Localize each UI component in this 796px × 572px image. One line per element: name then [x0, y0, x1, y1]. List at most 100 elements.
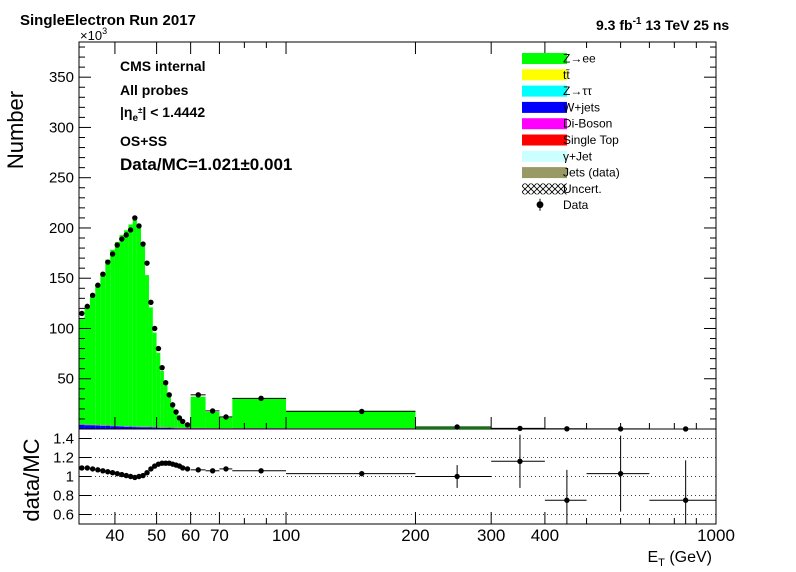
- legend-label-tt-: tt̄: [563, 68, 570, 82]
- x-axis-label: ET (GeV): [647, 549, 712, 569]
- main-y-axis-label: Number: [3, 91, 28, 169]
- data-point: [95, 282, 101, 288]
- bar-di-boson: [163, 427, 168, 428]
- main-x-ticks: [114, 42, 717, 429]
- legend-swatch--jet: [522, 150, 567, 162]
- ratio-point: [564, 497, 570, 503]
- data-point: [184, 422, 191, 428]
- data-point: [258, 395, 264, 402]
- cms-label: CMS internal: [120, 58, 206, 74]
- legend-swatch-z-: [522, 85, 567, 97]
- data-point: [173, 409, 179, 415]
- x-tick-label: 40: [105, 526, 124, 545]
- data-point: [454, 424, 460, 430]
- bar-w-jets: [95, 425, 101, 429]
- bar-z-ee: [148, 307, 153, 427]
- ratio-panel: 0.6 0.8 1 1.2 1.4 40 50 60 70 100 200 300 400 1000 d…: [19, 428, 735, 569]
- eta-symbol: |η: [120, 104, 132, 120]
- bar-di-boson: [119, 426, 125, 427]
- legend-label--jet: γ+Jet: [563, 149, 593, 163]
- bar-di-boson: [286, 428, 416, 429]
- bar-di-boson: [132, 426, 137, 428]
- bar-di-boson: [219, 428, 233, 429]
- ratio-point: [105, 469, 111, 475]
- bar-di-boson: [114, 425, 120, 427]
- ratio-y-axis: 0.6 0.8 1 1.2 1.4: [53, 431, 91, 524]
- bar-w-jets: [124, 426, 129, 429]
- x-tick-label: 300: [477, 526, 505, 545]
- legend-swatch-uncert: [522, 183, 567, 195]
- svg-text:9.3 fb-1 13 TeV 25 ns: 9.3 fb-1 13 TeV 25 ns: [596, 16, 729, 33]
- ratio-point: [223, 466, 229, 472]
- y-tick-label: 200: [49, 220, 74, 237]
- data-point: [79, 310, 85, 317]
- bar-di-boson: [190, 427, 206, 429]
- legend-swatch-jets-data-: [522, 167, 567, 179]
- ratio-point: [119, 471, 125, 478]
- bar-di-boson: [89, 424, 96, 426]
- bar-w-jets: [114, 426, 120, 429]
- data-point: [119, 236, 125, 242]
- data-point: [359, 408, 365, 415]
- bar-z-ee: [190, 396, 206, 428]
- ratio-point: [195, 467, 201, 473]
- ratio-y-tick-label: 1: [66, 469, 74, 486]
- data-point: [84, 303, 91, 310]
- x-axis: 40 50 60 70 100 200 300 400 1000: [105, 512, 735, 545]
- bar-z-ee: [105, 259, 111, 426]
- data-point: [195, 392, 201, 398]
- bar-z-ee: [232, 398, 287, 429]
- bar-di-boson: [181, 427, 185, 429]
- bar-z-ee: [415, 426, 492, 429]
- x-tick-label: 200: [401, 526, 429, 545]
- main-frame: [78, 41, 717, 430]
- ratio-points: [79, 434, 716, 524]
- eta-cut-label: |ηe±| < 1.4442: [120, 104, 205, 124]
- ratio-point: [84, 465, 91, 471]
- energy-label: 13 TeV 25 ns: [641, 17, 729, 33]
- legend-swatch-single-top: [522, 134, 567, 146]
- y-tick-label: 150: [49, 270, 74, 287]
- legend-label-w-jets: W+jets: [563, 100, 600, 114]
- bar-w-jets: [84, 425, 90, 429]
- bar-w-jets: [160, 427, 164, 429]
- ratio-point: [95, 467, 101, 473]
- bar-w-jets: [128, 426, 133, 429]
- legend-swatch-tt-: [522, 69, 567, 81]
- ratio-point: [136, 473, 142, 480]
- bar-w-jets: [167, 427, 171, 429]
- bar-z-ee: [84, 306, 90, 425]
- bar-di-boson: [79, 424, 85, 425]
- eta-subscript: e: [132, 113, 138, 124]
- bar-di-boson: [170, 427, 175, 429]
- bar-w-jets: [145, 427, 149, 429]
- ratio-point: [179, 465, 186, 471]
- legend-label-data: Data: [563, 198, 589, 212]
- bar-z-ee: [95, 284, 101, 426]
- bar-di-boson: [174, 427, 178, 429]
- bar-z-ee: [205, 412, 220, 429]
- data-point: [159, 364, 165, 371]
- eta-superscript: ±: [138, 106, 143, 115]
- bar-di-boson: [184, 427, 191, 429]
- ratio-point: [123, 472, 129, 479]
- lumi-label: 9.3 fb-1 13 TeV 25 ns: [596, 16, 729, 33]
- bar-z-ee: [181, 420, 185, 428]
- bar-z-ee: [79, 318, 85, 425]
- x-tick-label: 1000: [697, 526, 735, 545]
- bar-z-ee: [145, 275, 149, 427]
- data-point: [163, 380, 169, 386]
- legend-label-z-ee: Z→ee: [563, 52, 596, 66]
- ratio-y-tick-label: 1.2: [53, 450, 74, 467]
- y-exponent-base: ×10: [80, 28, 102, 43]
- ratio-point: [359, 470, 365, 477]
- bar-w-jets: [136, 427, 142, 429]
- stacked-bars: [79, 218, 716, 429]
- data-point: [517, 425, 523, 432]
- bar-di-boson: [152, 427, 157, 428]
- ratio-point: [89, 466, 96, 472]
- bar-w-jets: [156, 427, 161, 429]
- data-point: [127, 227, 134, 233]
- ratio-point: [132, 474, 138, 481]
- ratio-point: [258, 468, 264, 474]
